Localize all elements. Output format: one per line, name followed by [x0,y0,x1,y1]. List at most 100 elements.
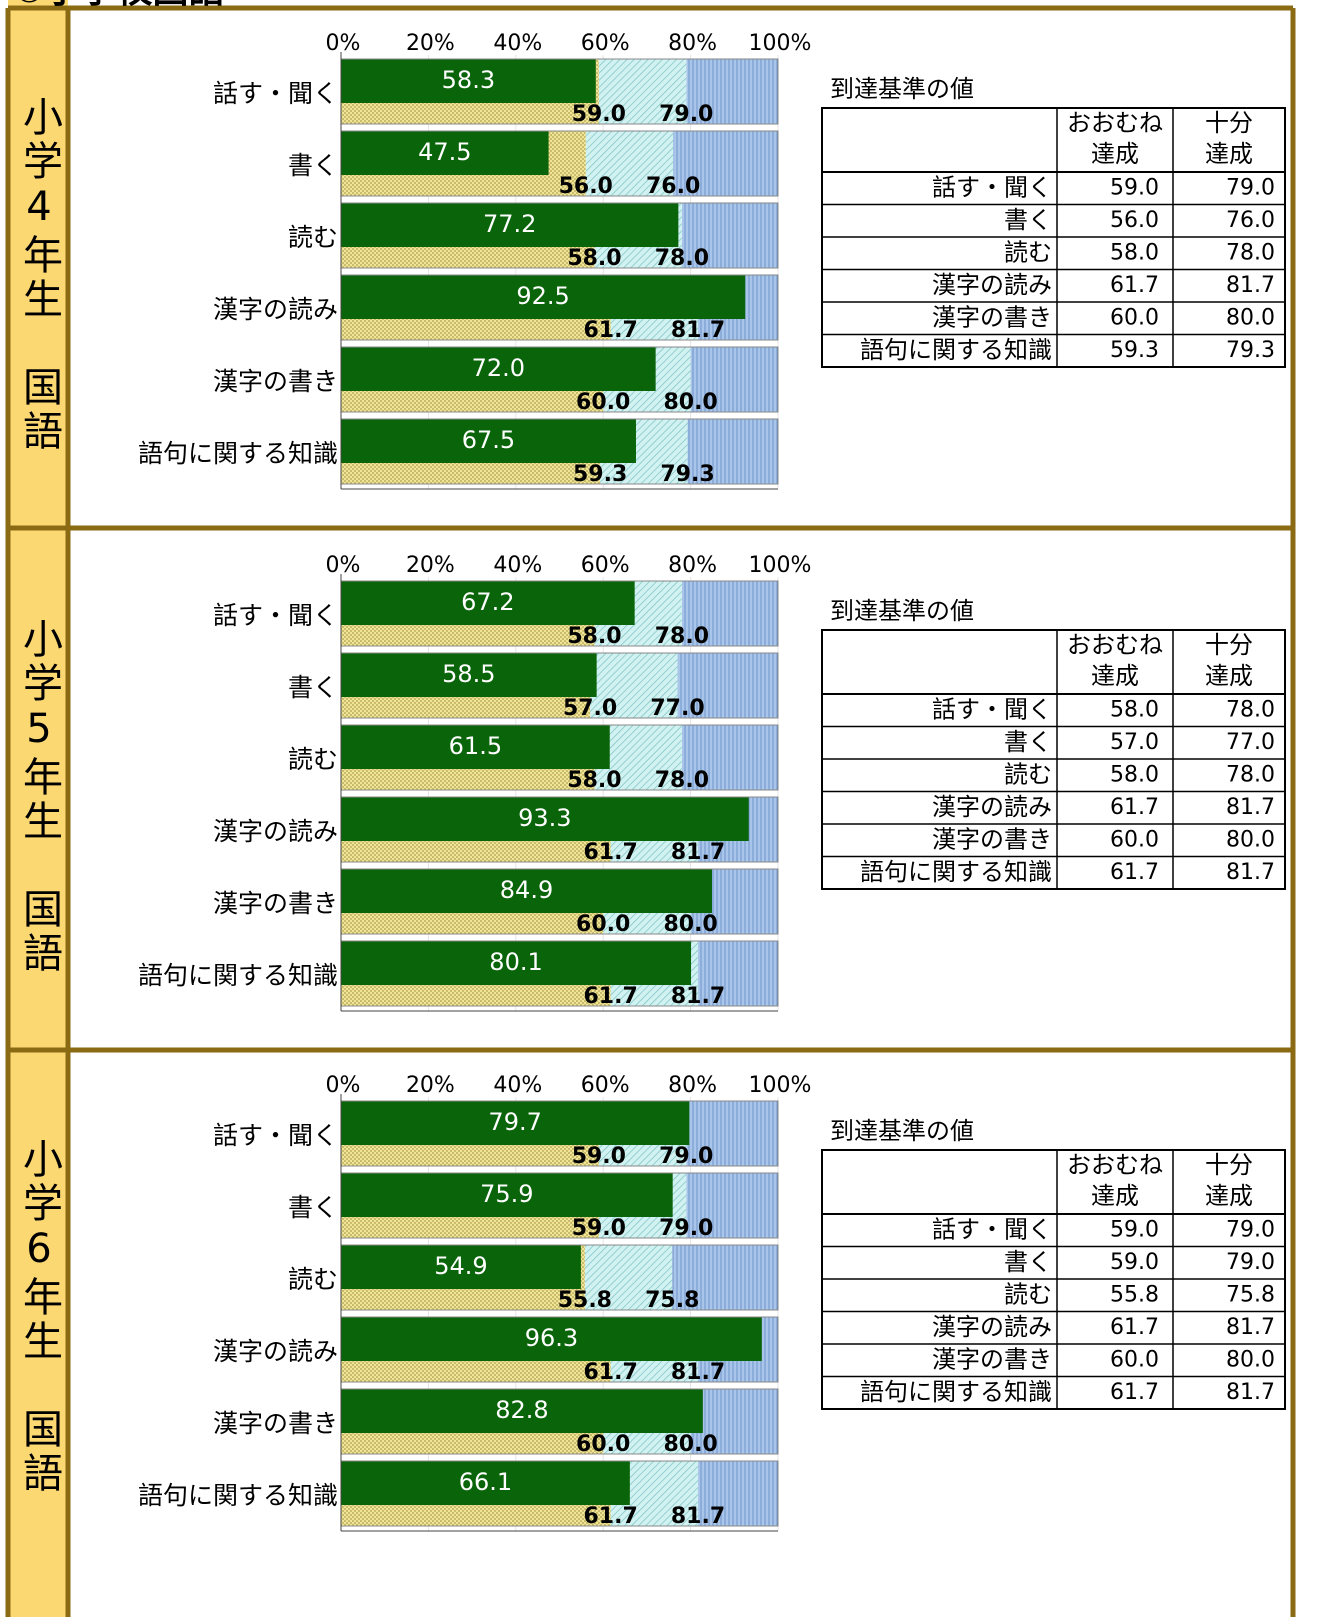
approx-label: 61.7 [583,318,637,343]
approx-label: 61.7 [583,840,637,865]
page-title: ③小学校国語 [14,0,224,11]
panel-label: 小学5年生 国語 [16,618,62,976]
bar [341,59,596,103]
bar [341,581,635,625]
category-label: 漢字の書き [213,367,338,396]
table-cell: 59.3 [1110,338,1159,363]
full-label: 76.0 [646,174,700,199]
full-label: 81.7 [671,840,725,865]
x-tick-label: 80% [668,1073,717,1098]
table-header: 達成 [1205,1182,1253,1210]
full-label: 80.0 [663,1432,717,1457]
x-tick-label: 40% [493,31,542,56]
table-cell: 59.0 [1110,1217,1159,1242]
value-label: 67.5 [462,426,515,454]
x-tick-label: 40% [493,1073,542,1098]
category-label: 書く [288,151,338,180]
table-cell: 79.3 [1226,338,1275,363]
table-row-label: 読む [1004,760,1052,788]
full-zone [686,1173,778,1238]
bar [341,725,610,769]
bar [341,1245,581,1289]
table-header: おおむね [1067,109,1163,137]
table-row-label: 話す・聞く [932,173,1052,201]
approx-label: 58.0 [567,624,621,649]
table-header: 達成 [1205,662,1253,690]
category-label: 語句に関する知識 [138,439,338,468]
value-label: 67.2 [461,588,514,616]
bar [341,1173,673,1217]
table-cell: 60.0 [1110,827,1159,852]
approx-zone [598,59,687,124]
value-label: 54.9 [434,1252,487,1280]
table-cell: 61.7 [1110,273,1159,298]
category-label: 漢字の読み [213,1337,338,1366]
x-tick-label: 80% [668,31,717,56]
value-label: 61.5 [449,732,502,760]
table-title: 到達基準の値 [830,597,974,625]
x-tick-label: 60% [581,1073,630,1098]
value-label: 72.0 [472,354,525,382]
table-cell: 59.0 [1110,175,1159,200]
bar [341,869,713,913]
approx-label: 56.0 [559,174,613,199]
table-row-label: 読む [1004,1280,1052,1308]
category-label: 書く [288,673,338,702]
table-row-label: 漢字の書き [932,1345,1052,1373]
table-cell: 60.0 [1110,1347,1159,1372]
full-label: 81.7 [671,318,725,343]
category-label: 話す・聞く [213,601,338,630]
table-cell: 58.0 [1110,697,1159,722]
table-row-label: 書く [1004,728,1052,756]
x-tick-label: 100% [749,1073,812,1098]
table-cell: 79.0 [1226,175,1275,200]
table-header: おおむね [1067,631,1163,659]
approx-label: 61.7 [583,1360,637,1385]
bar [341,653,597,697]
approx-label: 55.8 [558,1288,612,1313]
x-tick-label: 20% [406,1073,455,1098]
table-cell: 55.8 [1110,1282,1159,1307]
value-label: 77.2 [483,210,536,238]
full-label: 81.7 [671,984,725,1009]
full-label: 78.0 [655,246,709,271]
full-label: 75.8 [645,1288,699,1313]
table-cell: 56.0 [1110,208,1159,233]
approx-label: 57.0 [563,696,617,721]
approx-label: 61.7 [583,984,637,1009]
full-label: 79.0 [659,1216,713,1241]
table-row-label: 書く [1004,206,1052,234]
bar [341,797,749,841]
panel-label: 小学4年生 国語 [16,96,62,454]
value-label: 75.9 [480,1180,533,1208]
full-label: 79.3 [660,462,714,487]
table-cell: 61.7 [1110,795,1159,820]
table-cell: 57.0 [1110,730,1159,755]
approx-label: 58.0 [567,768,621,793]
table-row-label: 話す・聞く [932,1215,1052,1243]
x-tick-label: 100% [749,553,812,578]
full-zone [687,419,778,484]
bar [341,275,746,319]
table-row-label: 書く [1004,1248,1052,1276]
table-header: 達成 [1091,140,1139,168]
value-label: 80.1 [489,948,542,976]
x-tick-label: 80% [668,553,717,578]
approx-label: 59.3 [573,462,627,487]
table-cell: 76.0 [1226,208,1275,233]
table-title: 到達基準の値 [830,75,974,103]
table-header: 達成 [1091,662,1139,690]
table-header: おおむね [1067,1151,1163,1179]
approx-zone [584,1245,673,1310]
full-label: 78.0 [655,624,709,649]
bar [341,1101,690,1145]
table-header: 十分 [1205,631,1253,659]
full-zone [686,1101,778,1166]
category-label: 書く [288,1193,338,1222]
category-label: 漢字の書き [213,889,338,918]
bar [341,1317,762,1361]
category-label: 語句に関する知識 [138,961,338,990]
category-label: 読む [288,223,338,252]
table-row-label: 語句に関する知識 [860,858,1052,886]
